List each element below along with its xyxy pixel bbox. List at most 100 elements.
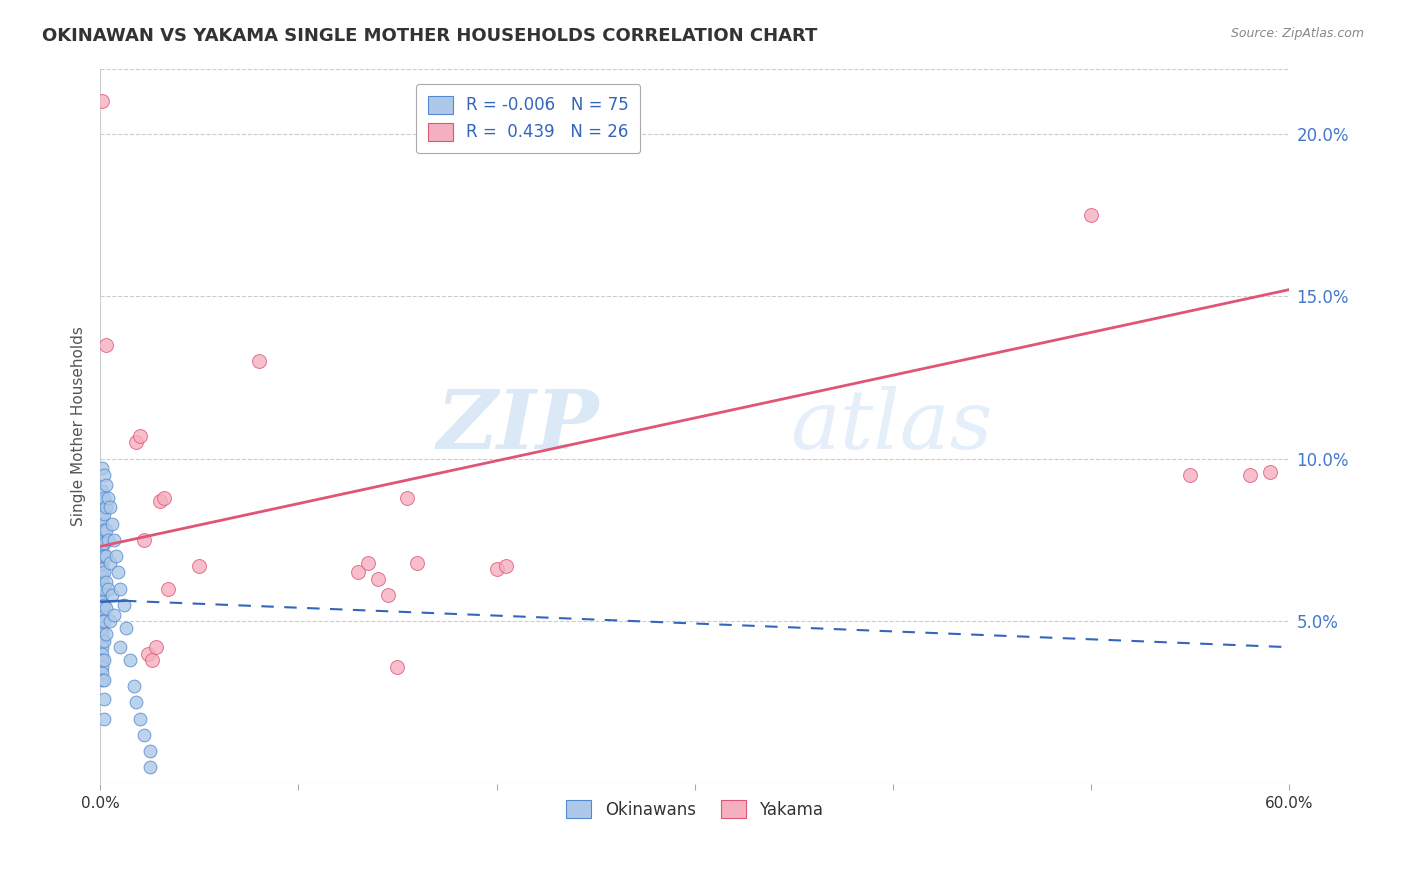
Point	[145, 640, 167, 655]
Point	[91, 575, 114, 590]
Point	[125, 435, 148, 450]
Point	[152, 491, 174, 505]
Point	[91, 526, 114, 541]
Point	[91, 673, 114, 687]
Point	[97, 533, 120, 547]
Point	[1258, 465, 1281, 479]
Legend: Okinawans, Yakama: Okinawans, Yakama	[560, 794, 830, 825]
Point	[94, 500, 117, 515]
Point	[94, 477, 117, 491]
Point	[91, 640, 114, 655]
Point	[138, 744, 160, 758]
Point	[91, 549, 114, 564]
Point	[1180, 467, 1202, 482]
Point	[94, 601, 117, 615]
Point	[115, 621, 138, 635]
Point	[94, 575, 117, 590]
Point	[357, 556, 380, 570]
Point	[136, 647, 159, 661]
Point	[91, 647, 114, 661]
Point	[91, 540, 114, 554]
Point	[149, 494, 172, 508]
Point	[132, 728, 155, 742]
Point	[118, 653, 141, 667]
Point	[122, 679, 145, 693]
Point	[188, 558, 211, 573]
Point	[91, 601, 114, 615]
Text: atlas: atlas	[790, 386, 993, 467]
Point	[91, 500, 114, 515]
Point	[91, 621, 114, 635]
Point	[91, 516, 114, 531]
Point	[93, 653, 115, 667]
Point	[93, 712, 115, 726]
Point	[97, 582, 120, 596]
Point	[91, 614, 114, 628]
Point	[94, 627, 117, 641]
Point	[396, 491, 419, 505]
Text: ZIP: ZIP	[437, 386, 599, 467]
Point	[112, 598, 135, 612]
Point	[98, 500, 121, 515]
Point	[104, 549, 127, 564]
Point	[103, 533, 125, 547]
Point	[91, 627, 114, 641]
Point	[91, 484, 114, 499]
Point	[93, 549, 115, 564]
Point	[107, 566, 129, 580]
Point	[94, 523, 117, 537]
Text: Source: ZipAtlas.com: Source: ZipAtlas.com	[1230, 27, 1364, 40]
Point	[93, 598, 115, 612]
Point	[1080, 208, 1102, 222]
Point	[93, 507, 115, 521]
Text: OKINAWAN VS YAKAMA SINGLE MOTHER HOUSEHOLDS CORRELATION CHART: OKINAWAN VS YAKAMA SINGLE MOTHER HOUSEHO…	[42, 27, 817, 45]
Point	[91, 494, 114, 508]
Point	[141, 653, 163, 667]
Point	[91, 666, 114, 681]
Point	[485, 562, 508, 576]
Point	[91, 542, 114, 557]
Point	[108, 640, 131, 655]
Point	[108, 582, 131, 596]
Point	[138, 760, 160, 774]
Point	[91, 633, 114, 648]
Point	[93, 633, 115, 648]
Point	[125, 696, 148, 710]
Point	[91, 461, 114, 475]
Point	[101, 588, 124, 602]
Point	[91, 94, 114, 108]
Point	[91, 653, 114, 667]
Point	[94, 549, 117, 564]
Point	[94, 338, 117, 352]
Point	[91, 533, 114, 547]
Point	[93, 536, 115, 550]
Point	[91, 556, 114, 570]
Point	[346, 566, 368, 580]
Point	[91, 562, 114, 576]
Point	[1239, 467, 1261, 482]
Point	[91, 568, 114, 582]
Point	[101, 516, 124, 531]
Point	[406, 556, 429, 570]
Point	[91, 510, 114, 524]
Point	[93, 582, 115, 596]
Point	[367, 572, 389, 586]
Point	[93, 692, 115, 706]
Point	[91, 588, 114, 602]
Point	[91, 659, 114, 673]
Point	[128, 712, 150, 726]
Point	[495, 558, 517, 573]
Point	[93, 467, 115, 482]
Point	[103, 607, 125, 622]
Y-axis label: Single Mother Households: Single Mother Households	[72, 326, 86, 526]
Point	[91, 582, 114, 596]
Point	[91, 607, 114, 622]
Point	[93, 491, 115, 505]
Point	[93, 614, 115, 628]
Point	[93, 566, 115, 580]
Point	[98, 614, 121, 628]
Point	[132, 533, 155, 547]
Point	[93, 523, 115, 537]
Point	[387, 659, 409, 673]
Point	[91, 595, 114, 609]
